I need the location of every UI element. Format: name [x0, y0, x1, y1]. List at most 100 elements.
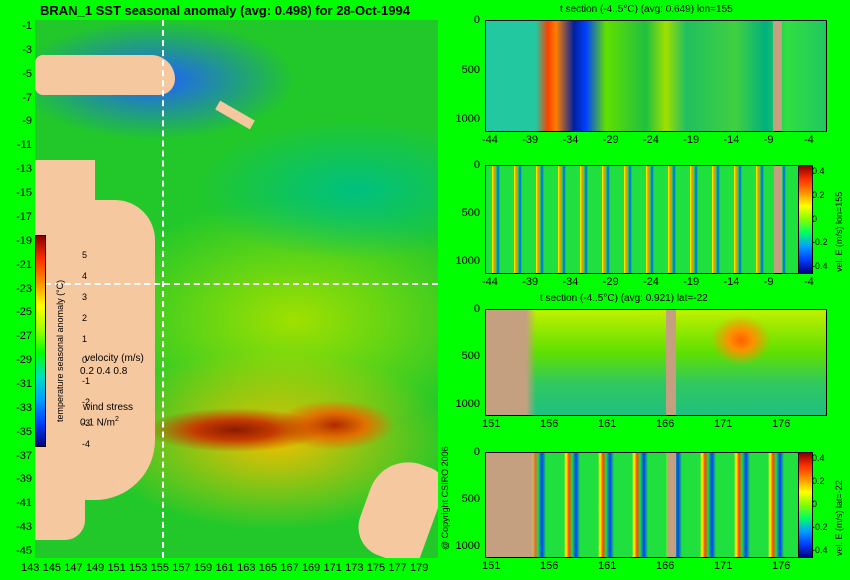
vel-colorbar-1-label: vel. E (m/s) lon=155: [834, 191, 844, 272]
map-lat-tick-label: -5: [22, 67, 32, 80]
map-lat-tick-label: -39: [16, 473, 32, 486]
vel-colorbar-tick: 0: [812, 213, 818, 224]
t-section-lat22: [485, 309, 827, 416]
panel-1-xtick: -19: [683, 134, 700, 146]
t-section-lon155: [485, 20, 827, 132]
solomon-islands-land: [215, 100, 255, 130]
map-lat-tick-label: -11: [16, 139, 32, 152]
panel-1-xtick: -34: [562, 134, 579, 146]
panel-2-xtick: -24: [643, 276, 659, 288]
panel-4-ytick: 500: [461, 492, 480, 505]
map-lat-tick-label: -17: [16, 210, 32, 223]
panel-4-xtick: 171: [714, 560, 733, 572]
panel-2-xtick: -29: [602, 276, 619, 288]
map-lat-tick-label: -23: [16, 282, 32, 295]
vel-section-lat22: [485, 452, 799, 558]
chart-title: BRAN_1 SST seasonal anomaly (avg: 0.498)…: [40, 3, 410, 18]
vel-colorbar-tick: -0.4: [812, 261, 828, 271]
map-lat-tick-label: -15: [16, 187, 32, 200]
panel-2-xtick: -19: [683, 276, 700, 288]
sst-colorbar-tick: 2: [82, 313, 88, 323]
panel-1-xtick: -4: [804, 134, 814, 146]
wind-stress-label: wind stress: [83, 402, 134, 413]
map-lat-tick-label: -45: [16, 545, 32, 557]
map-lon-tick-label: 161: [215, 562, 234, 574]
panel-3-xtick: 171: [714, 418, 733, 430]
vel-colorbar-1: [798, 165, 813, 274]
panel-1-xtick: -24: [643, 134, 659, 146]
sst-colorbar-tick: 0: [82, 355, 88, 365]
map-lat-tick-label: -21: [16, 258, 32, 271]
map-lat-tick-label: -9: [22, 115, 32, 128]
map-lat-tick-label: -43: [16, 521, 32, 534]
sst-colorbar-tick: 4: [82, 271, 88, 281]
section-line-lon: [162, 20, 164, 558]
panel-1-xtick: -29: [602, 134, 619, 146]
map-lat-tick-label: -1: [22, 20, 32, 32]
map-lat-tick-label: -35: [16, 425, 32, 438]
map-lon-tick-label: 153: [129, 562, 148, 574]
panel-3-xtick: 151: [482, 418, 501, 430]
vel-colorbar-2-label: vel. E (m/s) lat=-22: [834, 480, 844, 556]
panel-1-xtick: -9: [763, 134, 774, 146]
map-lon-tick-label: 173: [345, 562, 364, 574]
panel-4-xtick: 166: [656, 560, 675, 572]
panel-3-ytick: 1000: [455, 397, 480, 410]
panel-3-ytick: 0: [473, 303, 480, 315]
panel-2-ytick: 0: [473, 159, 480, 171]
panel-3-title: t section (-4..5°C) (avg: 0.921) lat=-22: [540, 293, 708, 304]
panel-2-ytick: 500: [461, 207, 480, 220]
map-lat-tick-label: -13: [16, 163, 32, 176]
panel-4-ytick: 0: [473, 446, 480, 458]
sst-colorbar-tick: -2: [82, 397, 91, 407]
map-lon-tick-label: 143: [21, 562, 40, 574]
new-zealand-land: [350, 451, 438, 558]
vel-colorbar-tick: 0.4: [812, 166, 825, 176]
sst-colorbar-tick: -4: [82, 439, 91, 449]
sst-colorbar-tick: 5: [82, 250, 88, 260]
map-lat-tick-label: -37: [16, 449, 32, 462]
panel-3-xtick: 161: [598, 418, 617, 430]
vel-colorbar-tick: -0.4: [812, 545, 828, 555]
map-lon-tick-label: 179: [410, 562, 429, 574]
vel-section-lon155: [485, 165, 799, 274]
vel-colorbar-tick: 0.2: [812, 189, 825, 200]
panel-4-ytick: 1000: [455, 539, 480, 552]
map-lon-tick-label: 145: [42, 562, 61, 574]
panel-1-title: t section (-4..5°C) (avg: 0.649) lon=155: [560, 4, 733, 15]
vel-colorbar-tick: 0: [812, 499, 818, 509]
panel-2-xtick: -4: [804, 276, 814, 288]
panel-4-xtick: 151: [482, 560, 501, 572]
tasmania-land: [35, 480, 85, 540]
map-lon-tick-label: 149: [85, 562, 105, 574]
vel-colorbar-2: [798, 452, 813, 558]
map-lon-tick-label: 159: [193, 562, 213, 574]
sst-colorbar-tick: -3: [82, 418, 91, 428]
panel-1-ytick: 1000: [455, 113, 480, 125]
sst-colorbar: [35, 235, 46, 447]
panel-2-xtick: -34: [562, 276, 579, 288]
map-lat-tick-label: -25: [16, 306, 32, 319]
panel-1-xtick: -39: [522, 134, 539, 146]
map-lon-tick-label: 155: [150, 562, 170, 574]
velocity-label: velocity (m/s): [85, 353, 144, 364]
new-guinea-land: [35, 55, 175, 95]
map-lat-tick-label: -29: [16, 354, 32, 367]
map-lat-tick-label: -19: [16, 234, 32, 247]
panel-3-xtick: 176: [772, 418, 791, 430]
map-lon-tick-label: 151: [107, 562, 126, 574]
panel-3-ytick: 500: [461, 350, 480, 363]
panel-2-xtick: -14: [723, 276, 740, 288]
vel-colorbar-tick: -0.2: [812, 522, 828, 532]
vel-colorbar-tick: 0.2: [812, 476, 825, 486]
sst-colorbar-label: temperature seasonal anomaly (°C): [55, 279, 65, 422]
panel-3-xtick: 156: [540, 418, 559, 430]
map-lon-tick-label: 169: [301, 562, 321, 574]
panel-2-xtick: -39: [522, 276, 539, 288]
panel-1-ytick: 500: [461, 63, 480, 76]
map-lon-tick-label: 147: [64, 562, 83, 574]
australia-north-land: [35, 160, 95, 220]
map-lat-tick-label: -41: [16, 497, 32, 510]
panel-2-xtick: -44: [482, 276, 498, 288]
map-lat-tick-label: -7: [22, 91, 32, 104]
